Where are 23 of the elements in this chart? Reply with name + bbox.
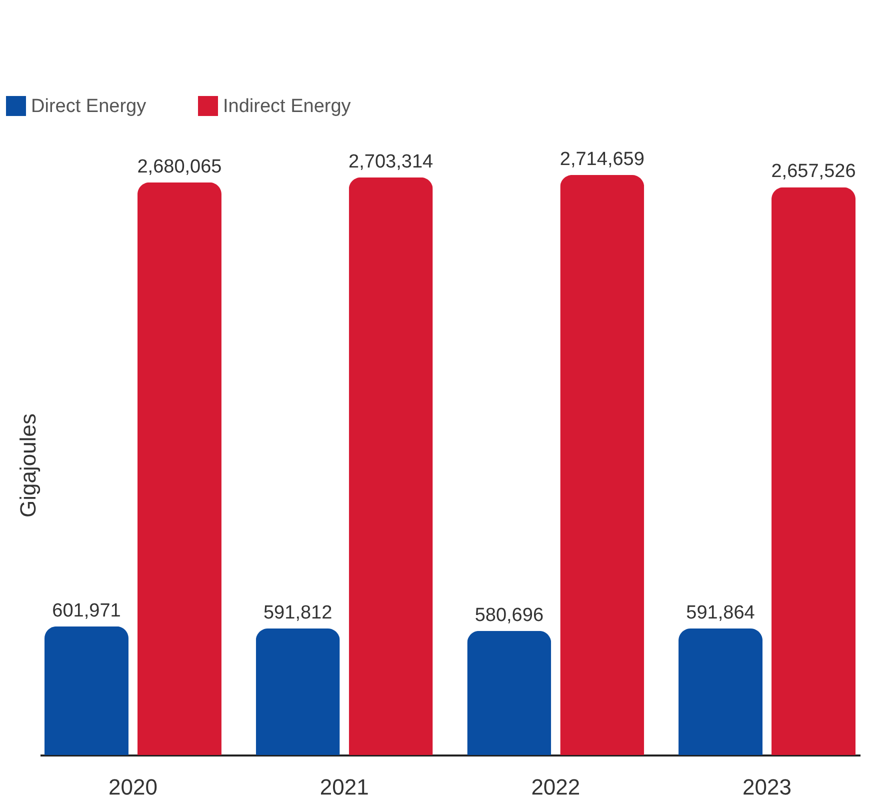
bar [467, 630, 552, 755]
data-label: 591,864 [686, 602, 756, 624]
data-label: 591,812 [263, 602, 332, 624]
x-tick-label: 2021 [320, 774, 369, 795]
y-axis-title: Gigajoules [16, 414, 40, 518]
bar [256, 628, 340, 755]
data-label: 2,680,065 [137, 156, 222, 178]
bar [348, 177, 433, 755]
data-label: 2,714,659 [560, 149, 644, 170]
bar [678, 628, 763, 755]
bar [560, 175, 644, 755]
x-tick-label: 2023 [742, 774, 792, 795]
legend-label: Direct Energy [31, 96, 147, 117]
bar [772, 187, 856, 755]
data-label: 580,696 [474, 604, 544, 626]
bar [44, 626, 128, 755]
x-tick-label: 2022 [531, 774, 580, 795]
bar [137, 182, 222, 755]
data-label: 2,703,314 [348, 151, 434, 172]
legend-label: Indirect Energy [223, 96, 352, 117]
x-tick-label: 2020 [108, 774, 158, 795]
data-label: 601,971 [52, 600, 121, 622]
data-label: 2,657,526 [771, 161, 856, 182]
